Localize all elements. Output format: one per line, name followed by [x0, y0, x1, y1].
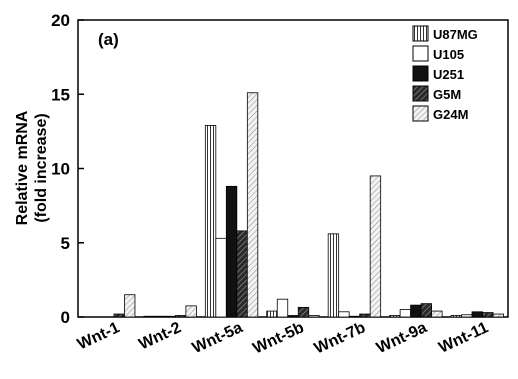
x-tick-label: Wnt-2: [136, 319, 184, 353]
bar: [369, 175, 382, 318]
x-tick-label: Wnt-7b: [312, 319, 369, 357]
legend-label: G24M: [433, 107, 468, 122]
bar: [287, 315, 299, 318]
bar: [185, 305, 197, 318]
legend-label: U251: [433, 67, 464, 82]
bar: [308, 315, 320, 318]
bar: [348, 315, 361, 318]
bar: [482, 312, 494, 318]
legend-swatch: [412, 85, 429, 102]
y-tick-label: 20: [51, 11, 70, 30]
bar: [389, 315, 401, 318]
x-tick-label: Wnt-5b: [250, 319, 307, 357]
x-tick-label: Wnt-9a: [374, 319, 430, 357]
legend-swatch: [412, 45, 429, 62]
bar: [174, 315, 187, 318]
y-axis-label: Relative mRNA: [14, 110, 31, 225]
legend-swatch: [412, 65, 429, 82]
y-axis-label: (fold increase): [33, 113, 50, 222]
bar: [236, 230, 248, 318]
panel-label: (a): [98, 30, 119, 49]
x-tick-label: Wnt-11: [436, 319, 491, 357]
y-tick-label: 5: [61, 234, 70, 253]
bar: [204, 125, 217, 318]
legend-label: G5M: [433, 87, 461, 102]
bar: [410, 304, 422, 318]
bar: [225, 185, 238, 318]
bar: [461, 314, 473, 318]
bar: [399, 309, 412, 318]
bar: [297, 306, 310, 318]
bar: [431, 310, 443, 318]
bar: [153, 315, 166, 318]
legend-swatch: [412, 105, 429, 122]
bar: [338, 311, 350, 318]
legend-label: U87MG: [433, 27, 478, 42]
bar: [327, 233, 340, 318]
bar: [276, 298, 289, 318]
bar: [124, 294, 136, 318]
legend-swatch: [412, 25, 429, 42]
bar: [143, 315, 155, 318]
bar: [266, 310, 278, 318]
y-tick-label: 10: [51, 160, 70, 179]
y-tick-label: 0: [61, 308, 70, 327]
x-tick-label: Wnt-5a: [190, 319, 246, 357]
bar: [215, 237, 227, 318]
bar: [113, 313, 125, 318]
bar: [450, 315, 462, 318]
bar: [420, 303, 433, 318]
bar: [359, 313, 371, 318]
y-tick-label: 15: [51, 85, 70, 104]
bar: [164, 315, 176, 318]
bar: [246, 92, 259, 318]
legend-label: U105: [433, 47, 464, 62]
x-tick-label: Wnt-1: [75, 319, 123, 353]
bar: [471, 311, 483, 318]
bar: [492, 313, 504, 318]
